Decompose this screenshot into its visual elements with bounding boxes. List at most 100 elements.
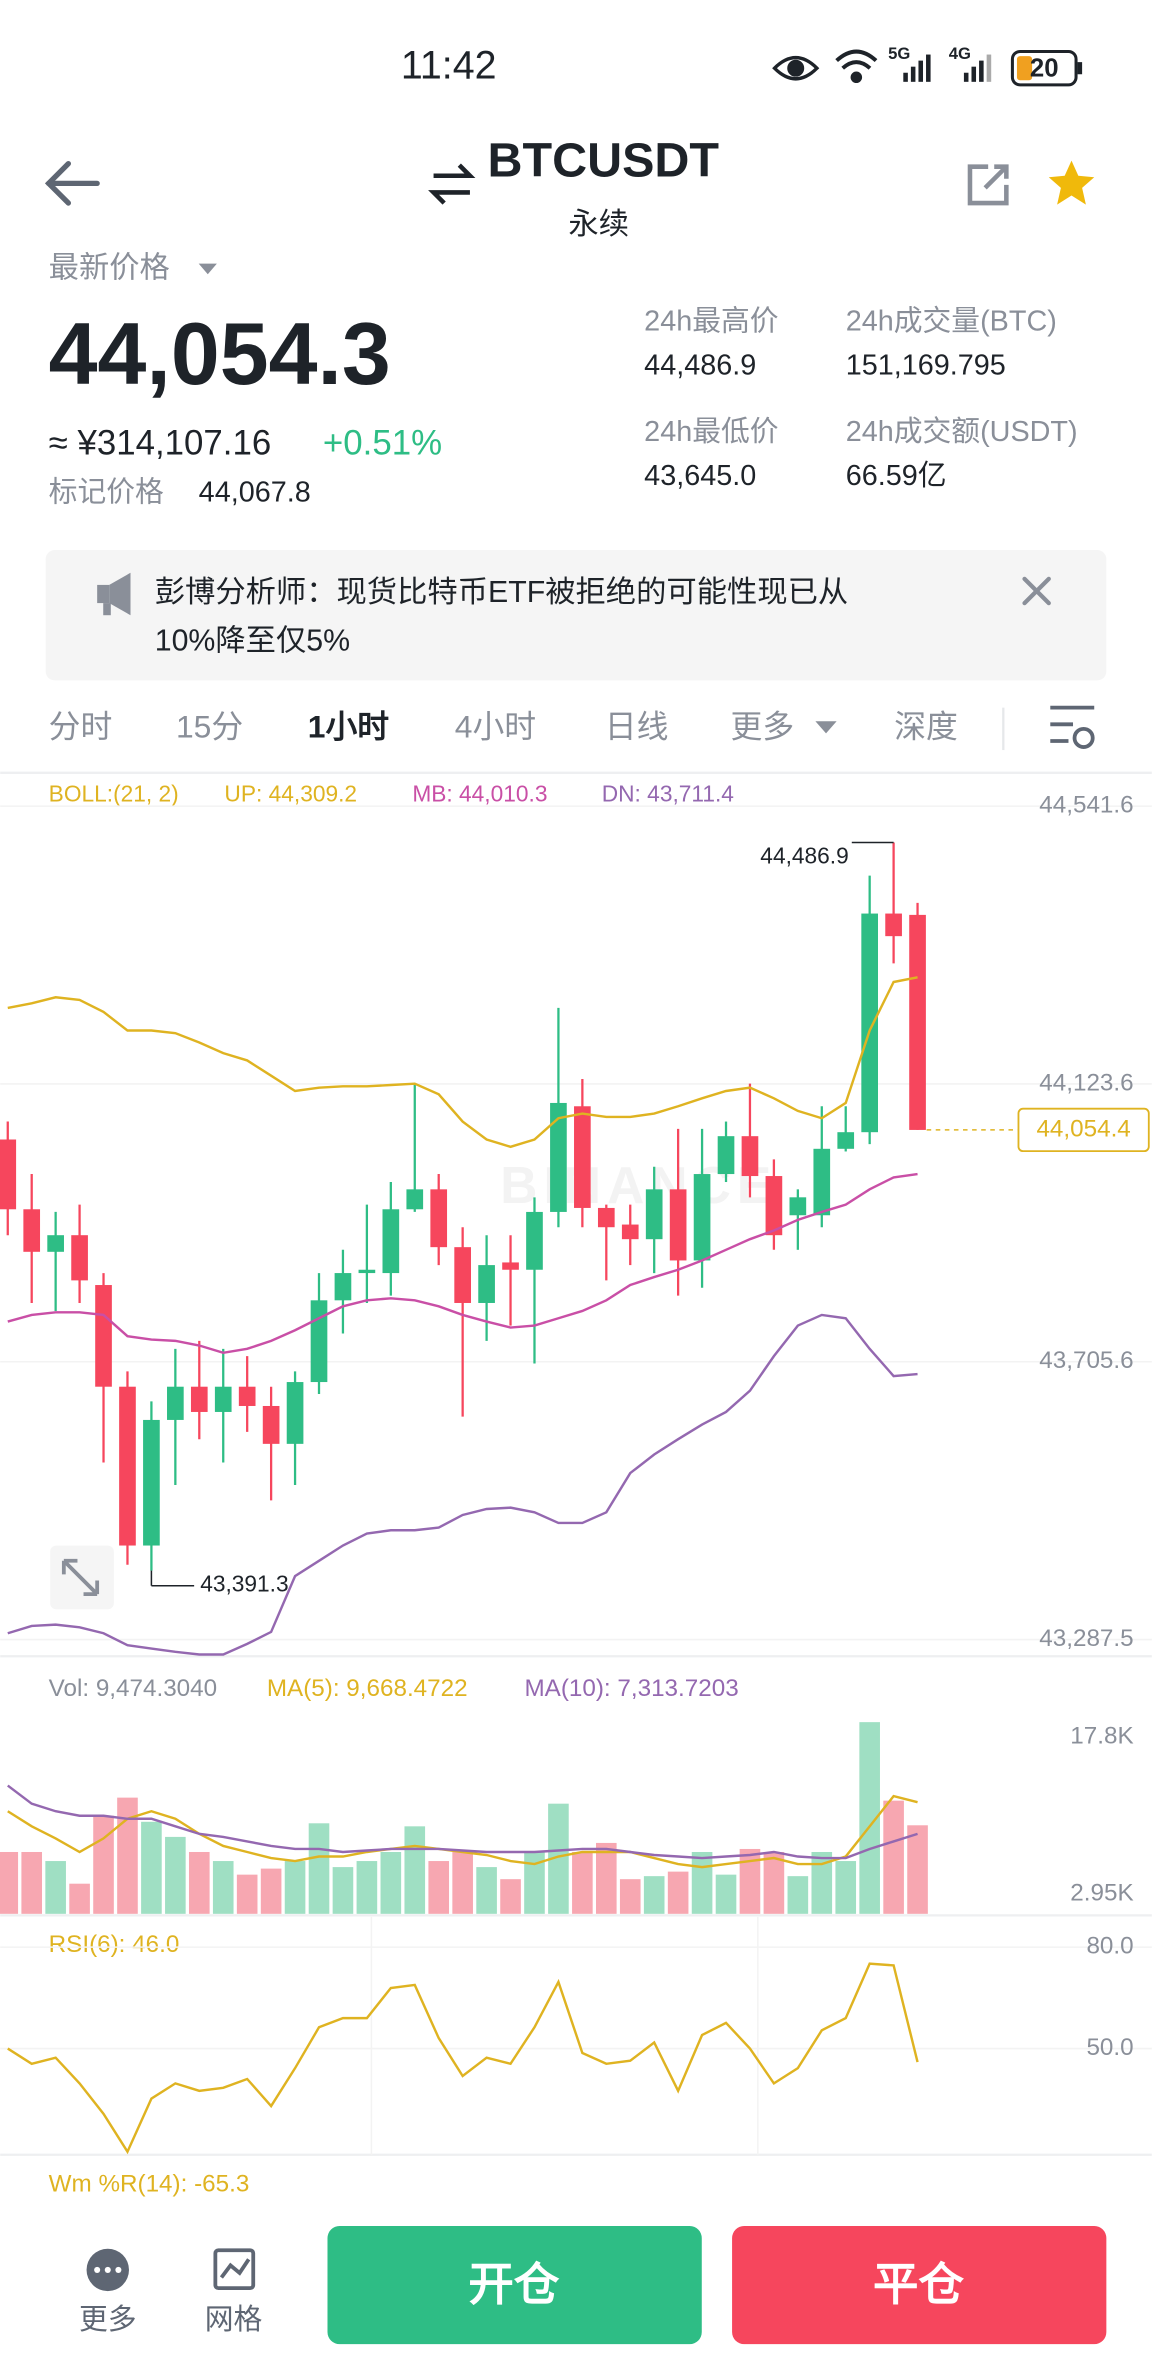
volume-bar [356,1861,378,1914]
candle-body [358,1269,376,1274]
candle-body [789,1197,807,1216]
stat-value: 151,169.795 [846,349,1006,381]
volume-bar [188,1851,210,1914]
candle-body [765,1176,783,1236]
candle-body [837,1132,855,1149]
interval-tab[interactable]: 更多 [731,708,795,744]
open-button[interactable] [327,2225,702,2345]
eye-icon [772,55,820,81]
candle-body [478,1265,495,1303]
candle-body [262,1405,280,1444]
y-tick-label: 43,705.6 [1039,1347,1133,1374]
volume-bar [548,1803,569,1914]
candle-body [574,1106,591,1208]
volume-bar [308,1823,330,1914]
volume-bar [332,1867,354,1914]
close-button[interactable] [732,2225,1107,2345]
candle-body [47,1235,64,1252]
y-tick-label: 43,287.5 [1039,1625,1133,1652]
interval-tab[interactable]: 分时 [49,708,113,744]
volume-bar [524,1851,545,1914]
symbol: BTCUSDT [487,133,719,187]
mark-price-label: 标记价格 [49,477,164,509]
more-button[interactable]: 更多 [79,2304,137,2336]
volume-bar [476,1867,497,1914]
close-label[interactable]: 平仓 [873,2259,964,2310]
net-label: 5G [888,44,910,63]
volume-bar [835,1861,857,1914]
stat-label: 24h最低价 [644,416,778,448]
volume-bar [715,1874,737,1914]
volume-bar [859,1722,880,1914]
chart-settings[interactable] [1050,705,1095,749]
legend-entry: MA(5): 9,668.4722 [267,1675,468,1702]
candle-body [286,1382,304,1444]
mark-price: 44,067.8 [199,477,311,509]
share-button[interactable] [967,164,1009,206]
volume-bar [284,1861,306,1914]
dropdown-arrow[interactable] [198,263,217,275]
last-price-tag [1017,1107,1150,1153]
boll-line [7,1313,918,1656]
rsi-label: RSI(6): 46.0 [49,1931,180,1958]
candle-body [406,1189,424,1210]
interval-tab[interactable]: 15分 [176,708,243,744]
grid-button[interactable]: 网格 [205,2304,263,2336]
legend-entry: DN: 43,711.4 [602,781,734,807]
volume-bar [45,1861,66,1914]
candle-body [95,1285,112,1387]
switch-icon[interactable] [428,163,476,205]
expand-icon[interactable] [50,1545,114,1610]
favorite-star[interactable] [1048,160,1095,205]
price-change: +0.51% [323,424,442,463]
open-label[interactable]: 开仓 [468,2259,559,2310]
news-banner[interactable] [45,550,1107,681]
close-news[interactable] [1022,576,1051,606]
volume-bar [691,1851,713,1914]
y-tick-label: 2.95K [1070,1880,1133,1907]
candle-body [310,1300,328,1383]
interval-tab[interactable]: 4小时 [455,708,536,744]
candle-body [717,1136,735,1175]
candle-body [526,1211,543,1270]
volume-ma-line [7,1784,918,1860]
boll-line [7,976,918,1149]
y-tick-label: 44,123.6 [1039,1069,1133,1096]
candle-body [119,1386,136,1546]
battery-level: 20 [1030,55,1059,83]
last-price: 44,054.3 [49,304,391,403]
volume-bar [619,1879,641,1914]
price-label: 最新价格 [49,251,170,285]
candle-body [621,1224,639,1240]
contract-type: 永续 [568,207,629,241]
volume-bar [907,1825,928,1914]
candle-body [23,1209,41,1252]
grid-icon[interactable] [213,2248,256,2291]
megaphone-icon [97,572,131,616]
back-button[interactable] [44,161,100,206]
volume-bar [380,1851,402,1914]
volume-bar [763,1851,785,1914]
y-tick-label: 80.0 [1086,1933,1133,1960]
candle-body [693,1174,711,1261]
interval-tab-active[interactable]: 1小时 [308,708,390,744]
boll-line [7,1172,918,1355]
candle-body [238,1386,256,1406]
last-price-label: 44,054.4 [1036,1115,1130,1142]
candle-body [861,913,879,1133]
volume-bar [21,1851,43,1914]
candle-body [669,1189,687,1261]
y-tick-label: 17.8K [1070,1723,1133,1750]
volume-bar [212,1861,234,1914]
interval-tab[interactable]: 日线 [605,708,669,744]
signal-icon [903,54,931,82]
candle-body [645,1189,663,1240]
candle-body [597,1207,615,1228]
depth-tab[interactable]: 深度 [894,708,958,744]
volume-label: Vol: 9,474.3040 [49,1675,217,1702]
status-time: 11:42 [401,44,497,88]
more-icon[interactable] [86,2248,129,2292]
news-text: 彭博分析师：现货比特币ETF被拒绝的可能性现已从 [155,575,848,609]
stat-value: 44,486.9 [644,349,756,381]
y-tick-label: 44,541.6 [1039,792,1133,819]
